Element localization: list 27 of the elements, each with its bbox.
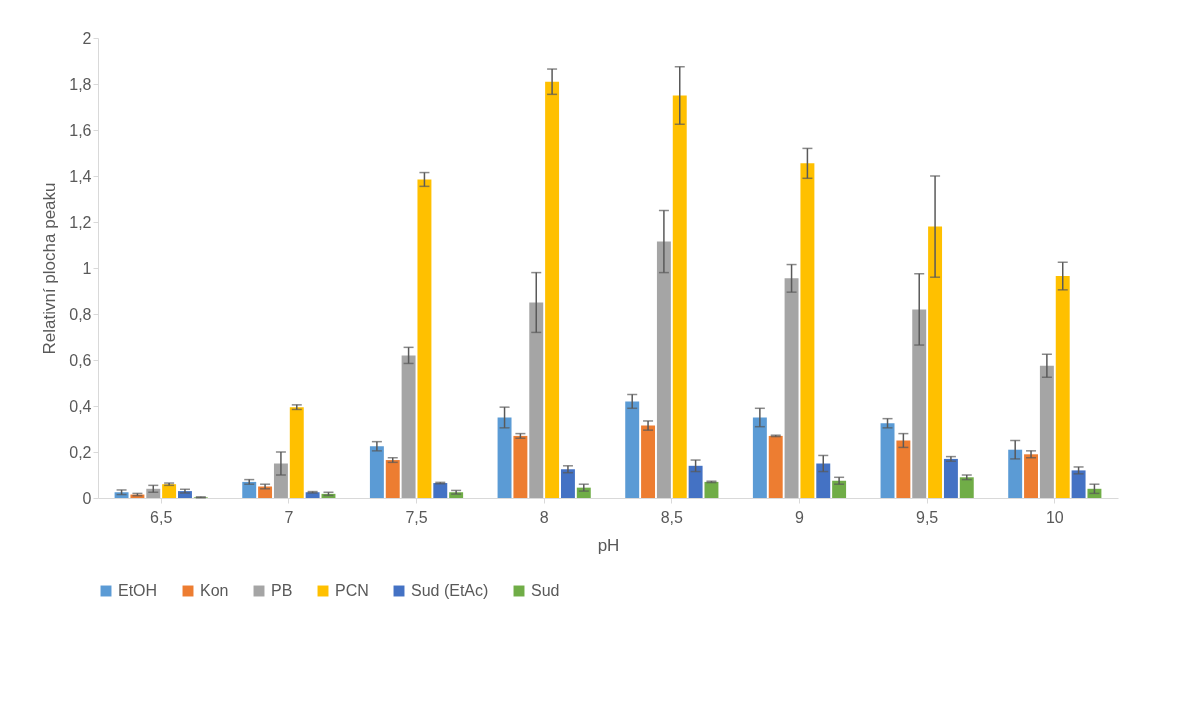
y-tick-label: 1,6: [69, 121, 92, 139]
y-tick-label: 2: [82, 29, 92, 47]
x-tick-label: 6,5: [150, 508, 173, 526]
legend-label: Kon: [200, 582, 229, 599]
y-tick-label: 0: [82, 489, 92, 507]
y-tick-label: 0,8: [69, 305, 92, 323]
y-tick-label: 0,4: [69, 397, 92, 415]
x-tick-label: 7,5: [405, 508, 428, 526]
legend-label: EtOH: [118, 582, 158, 599]
y-tick-label: 1: [82, 259, 92, 277]
x-tick-label: 9: [795, 508, 805, 526]
y-tick-label: 1,4: [69, 167, 92, 185]
legend-label: PCN: [335, 582, 369, 599]
y-axis-title: Relativní plocha peaku: [40, 182, 60, 355]
legend-label: Sud (EtAc): [411, 582, 489, 599]
y-tick-label: 0,2: [69, 443, 92, 461]
y-tick-label: 0,6: [69, 351, 92, 369]
legend-label: PB: [271, 582, 293, 599]
y-tick-label: 1,8: [69, 75, 92, 93]
x-tick-label: 8: [539, 508, 549, 526]
x-tick-label: 7: [284, 508, 294, 526]
x-tick-label: 8,5: [660, 508, 684, 526]
legend-label: Sud: [531, 582, 560, 599]
x-tick-label: 9,5: [916, 508, 939, 526]
x-tick-label: 10: [1045, 508, 1064, 526]
y-tick-label: 1,2: [69, 213, 92, 231]
x-axis-title: pH: [597, 535, 620, 555]
